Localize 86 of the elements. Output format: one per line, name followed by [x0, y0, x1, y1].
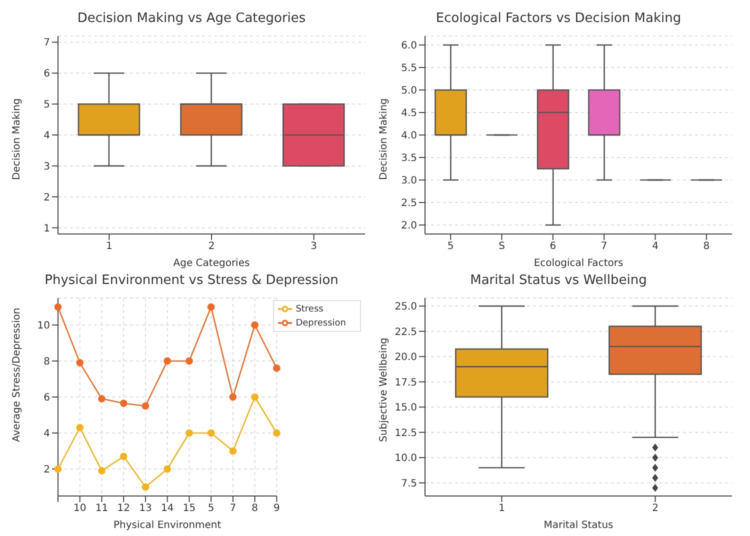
y-tick-label: 7 — [44, 38, 50, 49]
y-tick-label: 4 — [44, 428, 50, 440]
x-tick-label: 7 — [230, 503, 236, 514]
y-tick-label: 3.5 — [401, 153, 417, 164]
y-tick-label: 2.0 — [401, 220, 417, 232]
x-tick-label: 4 — [652, 241, 658, 252]
y-tick-label: 17.5 — [394, 377, 417, 388]
y-axis-title: Decision Making — [378, 98, 390, 180]
point — [54, 303, 62, 311]
legend-label: Stress — [296, 304, 324, 314]
point — [76, 359, 84, 366]
x-tick-label: 5 — [208, 503, 214, 514]
x-tick-label: 1 — [498, 503, 505, 514]
x-tick-label: 14 — [160, 503, 174, 514]
chart-title: Marital Status vs Wellbeing — [469, 272, 648, 290]
point — [251, 393, 258, 401]
point — [186, 429, 193, 437]
y-tick-label: 8 — [44, 356, 50, 368]
y-tick-label: 7.5 — [401, 478, 417, 490]
chart-title: Physical Environment vs Stress & Depression — [44, 272, 340, 290]
point — [273, 429, 280, 437]
y-axis-title: Decision Making — [12, 98, 23, 180]
point — [164, 357, 171, 365]
y-tick-label: 5.0 — [401, 86, 417, 97]
point — [120, 400, 128, 407]
point — [273, 364, 280, 372]
y-tick-label: 10.0 — [394, 453, 417, 464]
y-tick-label: 6.0 — [401, 40, 417, 52]
x-tick-label: 8 — [252, 503, 258, 514]
point — [164, 465, 171, 473]
x-tick-label: 2 — [652, 503, 658, 514]
x-tick-label: 5 — [447, 241, 454, 252]
y-tick-label: 3 — [44, 161, 50, 172]
point — [98, 395, 106, 402]
point — [207, 303, 215, 311]
x-tick-label: 1 — [106, 241, 112, 252]
y-tick-label: 2 — [44, 192, 50, 204]
y-axis-title: Subjective Wellbeing — [378, 338, 390, 442]
chart-title: Decision Making vs Age Categories — [76, 10, 307, 28]
point — [54, 465, 62, 473]
x-tick-label: 15 — [182, 503, 196, 514]
y-tick-label: 25.0 — [394, 302, 417, 313]
y-tick-label: 4 — [44, 130, 50, 142]
y-tick-label: 2.5 — [401, 198, 417, 210]
x-tick-label: 2 — [208, 241, 215, 252]
point — [229, 447, 237, 455]
x-tick-label: 10 — [74, 503, 86, 514]
x-axis-title: Marital Status — [544, 520, 614, 531]
x-axis-title: Age Categories — [173, 258, 250, 269]
y-tick-label: 5 — [44, 100, 50, 111]
y-axis-title: Average Stress/Depression — [12, 308, 23, 442]
point — [251, 321, 258, 329]
x-tick-label: 12 — [117, 503, 130, 514]
y-tick-label: 6 — [44, 68, 50, 80]
y-tick-label: 22.5 — [394, 326, 417, 338]
point — [229, 393, 237, 401]
chart-title: Ecological Factors vs Decision Making — [434, 10, 682, 28]
y-tick-label: 5.5 — [401, 63, 417, 74]
point — [120, 452, 128, 460]
x-tick-label: 7 — [600, 241, 608, 252]
x-tick-label: 11 — [95, 503, 108, 514]
y-tick-label: 12.5 — [394, 428, 417, 439]
point — [76, 424, 84, 432]
x-tick-label: 8 — [703, 241, 710, 252]
x-tick-label: S — [498, 241, 505, 252]
x-tick-label: 3 — [310, 241, 318, 252]
x-axis-title: Physical Environment — [113, 520, 222, 531]
y-tick-label: 10 — [37, 320, 50, 332]
x-tick-label: 9 — [274, 503, 280, 514]
x-tick-label: 6 — [550, 241, 556, 252]
y-tick-label: 3.0 — [401, 176, 417, 187]
y-tick-label: 15.0 — [394, 402, 417, 414]
y-tick-label: 6 — [44, 392, 50, 404]
x-tick-label: 13 — [139, 503, 152, 514]
y-tick-label: 4.5 — [401, 108, 417, 120]
x-axis-title: Ecological Factors — [534, 258, 624, 269]
point — [186, 357, 193, 365]
y-tick-label: 2 — [44, 464, 50, 476]
y-tick-label: 20.0 — [394, 352, 417, 364]
point — [142, 483, 150, 491]
y-tick-label: 4.0 — [401, 130, 417, 142]
legend-label: Depression — [296, 318, 346, 328]
point — [142, 402, 150, 410]
y-tick-label: 1 — [44, 223, 50, 234]
point — [207, 429, 215, 437]
point — [98, 467, 106, 474]
